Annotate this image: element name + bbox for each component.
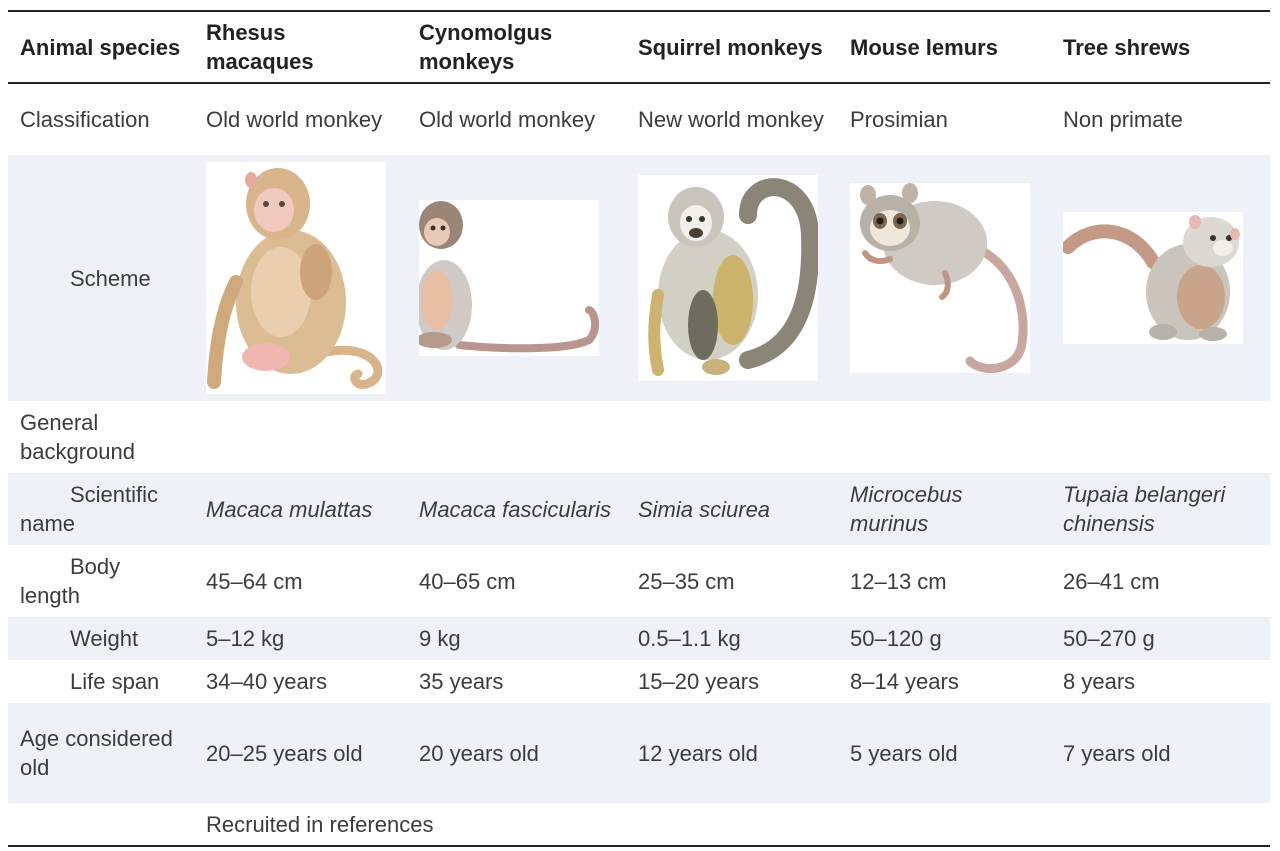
recruited-in-references: Recruited in references — [206, 811, 434, 837]
cell-body-length: 40–65 cm — [419, 568, 516, 594]
cell-life-span: 15–20 years — [638, 669, 760, 694]
header-mouse-lemurs: Mouse lemurs — [850, 34, 998, 60]
header-rhesus-macaques: Rhesus macaques — [206, 20, 314, 74]
cell-weight: 50–120 g — [850, 626, 942, 651]
cell-age-old: 12 years old — [638, 740, 758, 766]
rhesus-macaque-illustration — [206, 162, 386, 394]
header-row: Animal species Rhesus macaques Cynomolgu… — [8, 11, 1270, 83]
row-recruited: Recruited in references — [8, 803, 1270, 846]
row-weight: Weight 5–12 kg 9 kg 0.5–1.1 kg 50–120 g … — [8, 617, 1270, 660]
cell-classification: Prosimian — [850, 107, 948, 132]
row-body-length: Body length 45–64 cm 40–65 cm 25–35 cm 1… — [8, 545, 1270, 617]
row-general-background: General background — [8, 401, 1270, 473]
row-age-considered-old: Age considered old 20–25 years old 20 ye… — [8, 703, 1270, 803]
header-squirrel-monkeys: Squirrel monkeys — [638, 34, 823, 60]
cell-weight: 50–270 g — [1063, 626, 1155, 651]
row-life-span: Life span 34–40 years 35 years 15–20 yea… — [8, 660, 1270, 703]
cell-scheme — [838, 155, 1051, 401]
cell-life-span: 8 years — [1063, 669, 1136, 694]
cell-scientific-name: Macaca mulattas — [206, 496, 373, 522]
cell-weight: 0.5–1.1 kg — [638, 626, 741, 651]
cell-scientific-name: Microcebus murinus — [850, 482, 963, 536]
row-scientific-name: Scientific name Macaca mulattas Macaca f… — [8, 473, 1270, 545]
row-label: General background — [20, 410, 135, 464]
squirrel-monkey-illustration — [638, 175, 818, 381]
row-label: Scientific name — [20, 482, 159, 536]
mouse-lemur-illustration — [850, 183, 1030, 373]
cell-age-old: 20–25 years old — [206, 740, 363, 766]
row-scheme: Scheme — [8, 155, 1270, 401]
cell-weight: 9 kg — [419, 626, 461, 651]
header-tree-shrews: Tree shrews — [1063, 34, 1191, 60]
cell-scheme — [407, 155, 626, 401]
cell-scheme — [194, 155, 407, 401]
cell-body-length: 26–41 cm — [1063, 568, 1160, 594]
cell-age-old: 20 years old — [419, 740, 539, 766]
cell-scheme — [626, 155, 838, 401]
cell-classification: Non primate — [1063, 107, 1183, 132]
row-label: Scheme — [70, 265, 151, 291]
header-cynomolgus-monkeys: Cynomolgus monkeys — [419, 20, 553, 74]
cell-classification: New world monkey — [638, 107, 824, 132]
cell-life-span: 34–40 years — [206, 669, 328, 694]
cell-scientific-name: Simia sciurea — [638, 496, 771, 522]
cell-weight: 5–12 kg — [206, 626, 285, 651]
row-label: Age considered old — [20, 726, 173, 780]
cell-scientific-name: Tupaia belangeri chinensis — [1063, 482, 1226, 536]
cell-scientific-name: Macaca fascicularis — [419, 496, 611, 522]
tree-shrew-illustration — [1063, 212, 1243, 344]
cell-body-length: 12–13 cm — [850, 568, 947, 594]
cell-age-old: 5 years old — [850, 740, 958, 766]
row-label: Weight — [70, 626, 139, 651]
header-animal-species: Animal species — [20, 34, 181, 60]
cell-body-length: 25–35 cm — [638, 568, 735, 594]
species-comparison-table: Animal species Rhesus macaques Cynomolgu… — [8, 10, 1270, 847]
cell-life-span: 8–14 years — [850, 669, 959, 694]
cell-classification: Old world monkey — [419, 107, 596, 132]
row-label: Body length — [20, 554, 121, 608]
row-label: Life span — [70, 669, 160, 694]
cell-life-span: 35 years — [419, 669, 504, 694]
cell-body-length: 45–64 cm — [206, 568, 303, 594]
cell-classification: Old world monkey — [206, 107, 383, 132]
row-label: Classification — [20, 107, 150, 132]
row-classification: Classification Old world monkey Old worl… — [8, 83, 1270, 155]
cynomolgus-monkey-illustration — [419, 200, 599, 356]
cell-scheme — [1051, 155, 1270, 401]
cell-age-old: 7 years old — [1063, 740, 1171, 766]
